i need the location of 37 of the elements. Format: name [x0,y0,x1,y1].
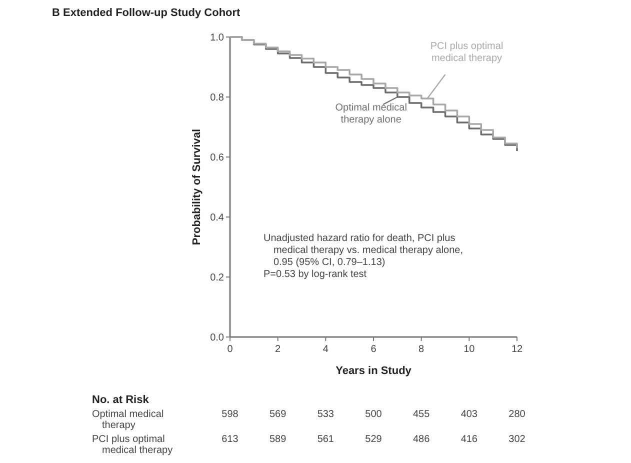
text: PCI plus optimal medical therapy [92,434,173,456]
text: 416 [460,434,478,445]
x-tick-label: 12 [511,344,523,355]
annotation: P=0.53 by log-rank test [263,269,367,280]
text: 613 [222,434,239,445]
annotation: Unadjusted hazard ratio for death, PCI plus medical therapy vs. medical therapy alone, 0.95 (95% CI, 0.79–1.13) [263,233,464,268]
text: No. at Risk [92,394,150,406]
y-tick-label: 0.6 [210,152,224,164]
text: 561 [317,434,334,445]
y-tick-label: 0.8 [210,92,224,104]
text: 486 [412,434,430,445]
text: 403 [460,409,478,420]
y-tick-label: 1.0 [210,32,224,44]
x-tick-label: 4 [322,344,329,355]
text: Optimal medical therapy [92,409,164,431]
text: 529 [365,434,382,445]
text: PCI plus optimal medical therapy [430,41,504,64]
chart-title: B Extended Follow-up Study Cohort [52,7,241,19]
text: 500 [365,409,382,420]
x-tick-label: 0 [227,344,234,355]
y-tick-label: 0.0 [210,332,224,344]
text: 455 [412,409,430,420]
y-tick-label: 0.4 [210,212,224,224]
y-axis-title: Probability of Survival [191,128,203,246]
text: 280 [508,409,526,420]
text: 598 [222,409,239,420]
text: 569 [269,409,287,420]
text: 302 [508,434,526,445]
x-tick-label: 6 [370,344,377,355]
x-tick-label: 2 [275,344,282,355]
legend-label: Optimal medical therapy alone [335,102,407,126]
text: 533 [317,409,334,420]
x-axis-title: Years in Study [336,365,412,377]
text: 589 [269,434,287,445]
x-tick-label: 8 [418,344,425,355]
y-tick-label: 0.2 [210,272,224,284]
x-tick-label: 10 [464,344,476,355]
